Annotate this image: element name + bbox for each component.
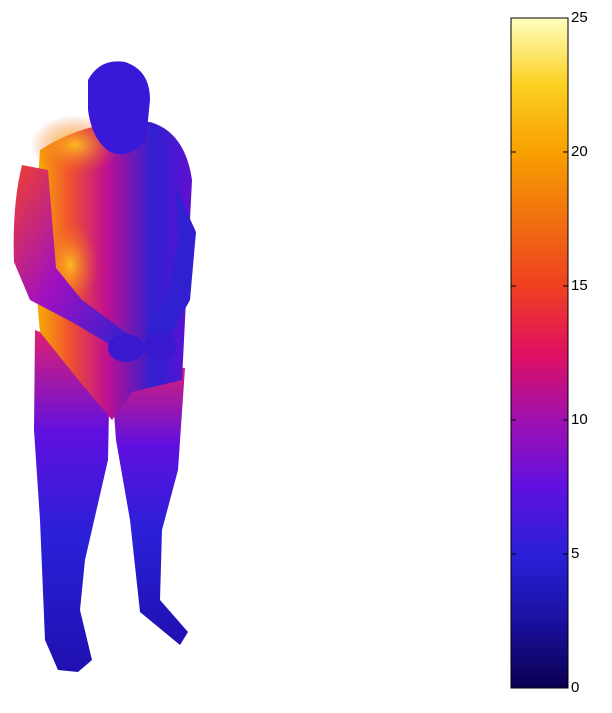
- right-arm: [146, 188, 196, 342]
- colorbar-fill: [510, 17, 569, 689]
- left-leg: [34, 330, 110, 672]
- tick-label: 5: [571, 545, 579, 562]
- left-arm: [13, 165, 129, 348]
- hand: [108, 334, 144, 362]
- tick-label: 10: [571, 411, 588, 428]
- tick-label: 15: [571, 277, 588, 294]
- head: [88, 61, 150, 155]
- tick-label: 25: [571, 9, 588, 26]
- tick-label: 0: [571, 679, 579, 696]
- hand: [144, 333, 176, 359]
- tick-label: 20: [571, 143, 588, 160]
- body-surface: [13, 61, 196, 672]
- colorbar: 0 5 10 15 20 25: [510, 9, 588, 696]
- right-leg: [110, 360, 188, 645]
